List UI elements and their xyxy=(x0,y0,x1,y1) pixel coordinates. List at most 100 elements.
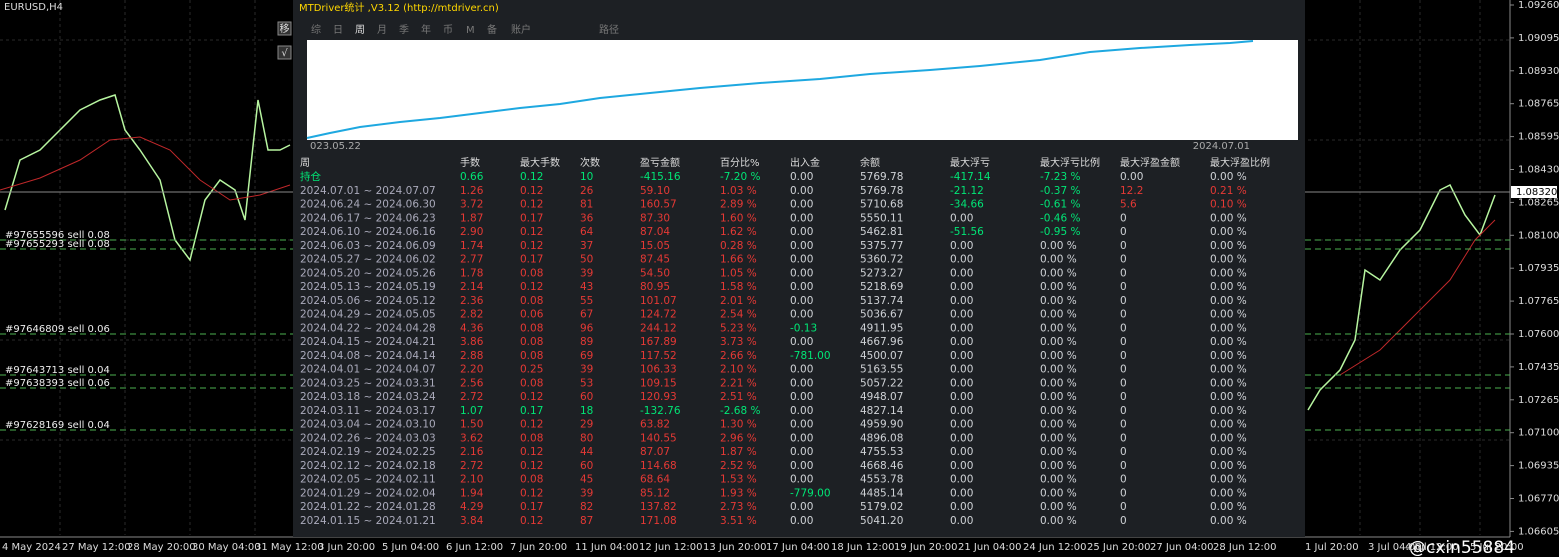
side-button-label[interactable]: √ xyxy=(281,48,288,59)
table-cell: 4959.90 xyxy=(860,419,903,431)
table-cell: 0.00 xyxy=(950,281,973,293)
table-cell: 0.00 xyxy=(950,391,973,403)
time-label: 31 May 12:00 xyxy=(255,542,324,553)
table-cell: 0.12 xyxy=(520,487,543,499)
tab[interactable]: 周 xyxy=(355,24,365,36)
table-cell: 50 xyxy=(580,254,593,266)
table-cell: 87.30 xyxy=(640,212,670,224)
table-cell: 26 xyxy=(580,185,594,197)
chart-grid xyxy=(0,0,1510,535)
tab[interactable]: 路径 xyxy=(599,23,619,36)
table-cell: 3.73 % xyxy=(720,336,757,348)
table-cell: 2.89 % xyxy=(720,199,757,211)
table-cell: 0.00 % xyxy=(1040,474,1077,486)
table-cell: 2024.02.26 ~ 2024.03.03 xyxy=(300,432,436,444)
table-cell: -34.66 xyxy=(950,199,984,211)
time-label: 18 Jun 12:00 xyxy=(831,542,895,553)
tab[interactable]: 年 xyxy=(421,23,431,36)
table-cell: 0.12 xyxy=(520,419,543,431)
table-cell: 0.08 xyxy=(520,295,543,307)
table-cell: -51.56 xyxy=(950,226,984,238)
symbol: EURUSD,H4 xyxy=(4,2,63,13)
table-cell: 0.12 xyxy=(520,446,543,458)
time-label: 17 Jun 04:00 xyxy=(766,542,830,553)
price-label: 1.08100 xyxy=(1518,230,1559,241)
table-cell: 0 xyxy=(1120,309,1127,321)
table-cell: 2024.05.20 ~ 2024.05.26 xyxy=(300,267,436,279)
table-cell: 0.12 xyxy=(520,515,543,527)
tab[interactable]: M xyxy=(466,25,475,36)
table-cell: 4553.78 xyxy=(860,474,903,486)
table-cell: 5163.55 xyxy=(860,364,903,376)
table-cell: 0.00 xyxy=(790,281,813,293)
table-cell: 0.00 % xyxy=(1210,460,1247,472)
table-cell: 39 xyxy=(580,364,593,376)
table-cell: 2024.04.15 ~ 2024.04.21 xyxy=(300,336,436,348)
table-cell: 2024.03.11 ~ 2024.03.17 xyxy=(300,405,436,417)
time-label: 5 Jul 20:00 xyxy=(1470,542,1524,553)
table-header: 周 xyxy=(300,157,310,169)
table-cell: 0.28 % xyxy=(720,240,757,252)
moving-average xyxy=(0,136,291,201)
table-cell: 1.58 % xyxy=(720,281,757,293)
table-cell: 0.00 % xyxy=(1040,350,1077,362)
table-cell: 0 xyxy=(1120,364,1127,376)
table-cell: 2024.05.06 ~ 2024.05.12 xyxy=(300,295,436,307)
table-cell: 1.07 xyxy=(460,405,483,417)
price-trace xyxy=(4,94,291,262)
table-cell: 5769.78 xyxy=(860,185,903,197)
table-cell: 64 xyxy=(580,226,594,238)
table-cell: 167.89 xyxy=(640,336,677,348)
tab[interactable]: 综 xyxy=(311,23,321,36)
order-label: #97655293 sell 0.08 xyxy=(5,239,110,250)
table-cell: 0.17 xyxy=(520,405,543,417)
table-cell: 0.00 xyxy=(790,185,813,197)
side-button-label[interactable]: 移 xyxy=(280,22,290,35)
side-button[interactable] xyxy=(277,21,292,36)
tab[interactable]: 账户 xyxy=(511,23,531,36)
table-cell: 5769.78 xyxy=(860,171,903,183)
time-label: 7 Jun 20:00 xyxy=(510,542,567,553)
table-header: 手数 xyxy=(460,156,480,169)
table-cell: 2024.03.04 ~ 2024.03.10 xyxy=(300,419,436,431)
table-cell: 2024.04.01 ~ 2024.04.07 xyxy=(300,364,436,376)
table-cell: 124.72 xyxy=(640,309,677,321)
time-label: 28 May 20:00 xyxy=(127,542,196,553)
table-cell: -2.68 % xyxy=(720,405,761,417)
table-cell: 2.90 xyxy=(460,226,483,238)
table-cell: 0.00 xyxy=(950,432,973,444)
table-cell: 0 xyxy=(1120,515,1127,527)
tab[interactable]: 币 xyxy=(443,24,453,36)
table-cell: 0 xyxy=(1120,487,1127,499)
tab[interactable]: 日 xyxy=(333,25,343,36)
table-cell: 2024.04.08 ~ 2024.04.14 xyxy=(300,350,436,362)
table-cell: 0.00 % xyxy=(1040,446,1077,458)
table-cell: 68.64 xyxy=(640,474,670,486)
table-cell: 80.95 xyxy=(640,281,670,293)
table-cell: 0.00 % xyxy=(1210,446,1247,458)
table-cell: 1.78 xyxy=(460,267,483,279)
table-cell: 0.00 xyxy=(790,364,813,376)
table-cell: 0.00 xyxy=(790,336,813,348)
table-cell: 0 xyxy=(1120,419,1127,431)
table-cell: 0.17 xyxy=(520,212,543,224)
table-cell: 2.01 % xyxy=(720,295,757,307)
table-cell: 0.00 % xyxy=(1040,322,1077,334)
table-cell: 2024.01.29 ~ 2024.02.04 xyxy=(300,487,436,499)
time-label: 24 Jun 12:00 xyxy=(1023,542,1087,553)
side-button[interactable] xyxy=(277,45,292,60)
tab[interactable]: 季 xyxy=(399,24,409,36)
table-cell: 2.16 xyxy=(460,446,484,458)
table-cell: 0.00 % xyxy=(1040,515,1077,527)
tab[interactable]: 月 xyxy=(377,24,387,36)
table-cell: 0.00 % xyxy=(1210,171,1247,183)
table-cell: 1.93 % xyxy=(720,487,757,499)
table-cell: 3.72 xyxy=(460,199,483,211)
tab[interactable]: 备 xyxy=(487,23,497,36)
table-cell: 18 xyxy=(580,405,593,417)
table-cell: 87.07 xyxy=(640,446,670,458)
price-trace xyxy=(1307,183,1496,411)
table-cell: 0.00 xyxy=(790,226,813,238)
table-cell: 0.00 % xyxy=(1040,267,1077,279)
table-cell: 0 xyxy=(1120,281,1127,293)
